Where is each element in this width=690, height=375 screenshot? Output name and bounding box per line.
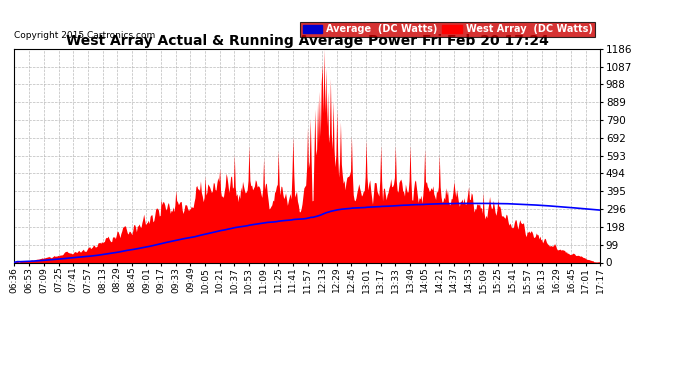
- Text: Copyright 2015 Cartronics.com: Copyright 2015 Cartronics.com: [14, 31, 155, 40]
- Legend: Average  (DC Watts), West Array  (DC Watts): Average (DC Watts), West Array (DC Watts…: [300, 21, 595, 38]
- Title: West Array Actual & Running Average Power Fri Feb 20 17:24: West Array Actual & Running Average Powe…: [66, 34, 549, 48]
